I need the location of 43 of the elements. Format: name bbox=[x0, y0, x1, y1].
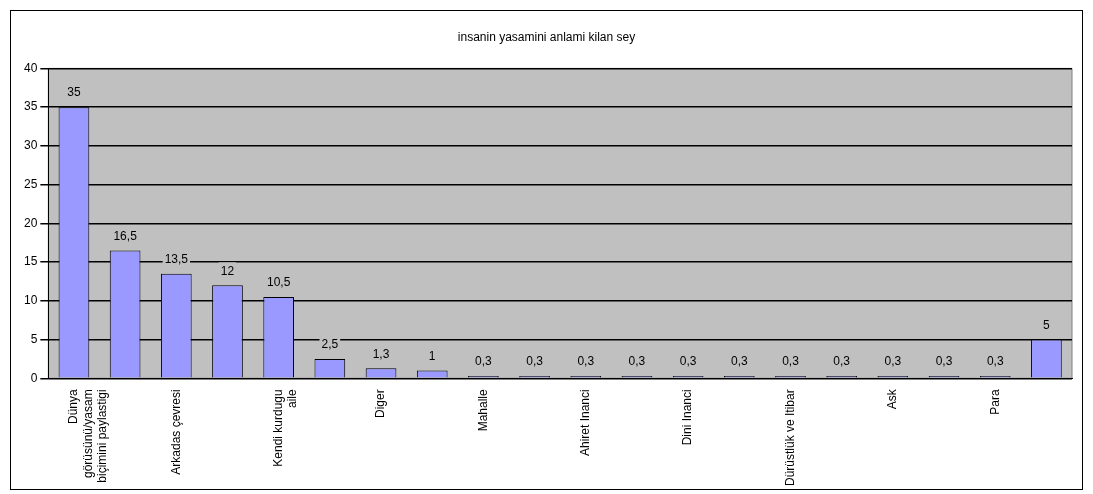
x-tick-label: Ask bbox=[885, 388, 900, 410]
data-label: 1,3 bbox=[372, 346, 390, 361]
data-label: 0,3 bbox=[782, 354, 800, 369]
y-tick-label: 15 bbox=[23, 254, 38, 269]
x-tick-label: Ahiret Inanci bbox=[578, 389, 593, 456]
y-tick-label: 0 bbox=[30, 370, 38, 385]
data-label: 0,3 bbox=[986, 354, 1004, 369]
category-label: Kendi kurdugu bbox=[270, 389, 285, 467]
data-label: 0,3 bbox=[935, 354, 953, 369]
y-tick-label: 35 bbox=[23, 99, 38, 114]
data-label: 0,3 bbox=[833, 354, 851, 369]
y-tick-label: 5 bbox=[30, 331, 38, 346]
data-label: 0,3 bbox=[679, 354, 697, 369]
x-tick-label: Arkadas çevresi bbox=[168, 389, 183, 475]
data-label: 0,3 bbox=[730, 354, 748, 369]
y-tick-label: 25 bbox=[23, 176, 38, 191]
x-tick-label: Dini Inanci bbox=[680, 389, 695, 446]
category-label: biçimini paylastigi bbox=[95, 389, 110, 483]
data-label: 12 bbox=[220, 263, 235, 278]
data-label: 16,5 bbox=[113, 228, 138, 243]
category-label: Dünya bbox=[66, 389, 81, 424]
y-tick-label: 10 bbox=[23, 293, 38, 308]
data-label: 1 bbox=[428, 348, 436, 363]
data-label: 0,3 bbox=[526, 354, 544, 369]
data-label: 2,5 bbox=[321, 337, 339, 352]
x-tick-label: Mahalle bbox=[475, 388, 490, 432]
data-label: 5 bbox=[1043, 317, 1051, 332]
category-label: aile bbox=[285, 389, 300, 408]
y-tick-label: 40 bbox=[23, 60, 38, 75]
data-label: 0,3 bbox=[884, 354, 902, 369]
data-label: 13,5 bbox=[164, 252, 189, 267]
data-label: 35 bbox=[67, 85, 81, 100]
data-label: 0,3 bbox=[628, 354, 646, 369]
data-label: 0,3 bbox=[577, 354, 595, 369]
x-tick-label: Para bbox=[987, 388, 1002, 415]
x-tick-label: Dürüstlük ve Itibar bbox=[782, 389, 797, 486]
category-label: görüsünü/yasam bbox=[80, 389, 95, 479]
y-tick-label: 20 bbox=[23, 215, 38, 230]
chart-title: insanin yasamini anlami kilan sey bbox=[457, 29, 636, 44]
data-label: 10,5 bbox=[266, 275, 291, 290]
data-label: 0,3 bbox=[475, 354, 493, 369]
x-tick-label: Diger bbox=[373, 389, 388, 418]
y-tick-label: 30 bbox=[23, 138, 38, 153]
